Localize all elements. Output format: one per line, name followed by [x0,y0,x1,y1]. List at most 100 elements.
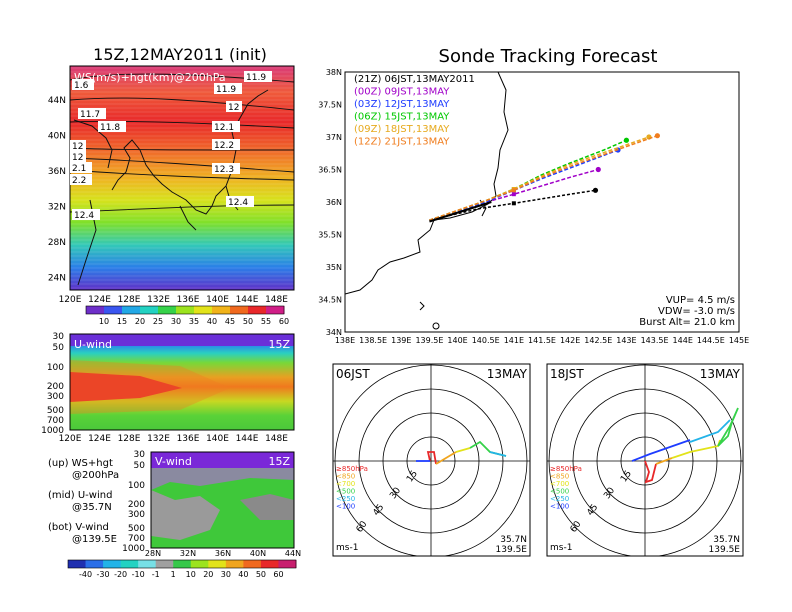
track-lon-ticks: 138E 138.5E 139E 139.5E 140E 140.5E 141E 141.5E… [335,336,749,345]
lat-tick: 35.5N [318,231,342,240]
contour-label: 12.2 [214,141,234,151]
track-end-marker [654,133,660,139]
colorbar-cell [260,560,279,568]
contour-label: 2.1 [72,164,86,174]
track-legend-item: (09Z) 18JST,13MAY [354,124,450,135]
p-tick: 700 [47,416,64,426]
lon-tick: 142.5E [584,336,612,345]
track-series [429,134,658,221]
lat-tick: 36N [326,198,342,207]
map-lon-ticks: 120E 124E 128E 132E 136E 140E 144E 148E [59,295,289,305]
colorbar-cell [85,560,104,568]
lat-tick: 34.5N [318,296,342,305]
contour-label-bg [214,83,242,94]
hodo-segment [426,451,437,465]
hodo-legend-item: <250 [550,495,569,503]
contour-label: 12.4 [228,198,248,208]
lon-tick: 145E [729,336,749,345]
hodo-legend-item: <500 [336,488,355,496]
colorbar-cell [176,306,195,314]
contour-label: 12.4 [74,211,94,221]
colorbar-label: 20 [203,570,213,579]
colorbar-label: 15 [117,317,127,326]
colorbar-label: 50 [256,570,266,579]
contour-label-bg [72,79,94,90]
contour-label: 12 [228,103,239,113]
hodo-segment [655,457,673,465]
lat-tick: 36.5N [318,166,342,175]
track-legend-item: (00Z) 09JST,13MAY [354,87,450,98]
track-series [429,139,627,221]
lon-tick: 120E [59,434,82,444]
colorbar-label: -10 [132,570,145,579]
colorbar-cell [266,306,285,314]
hodo-time: 06JST [336,367,370,381]
contour-labels: 1.611.711.811.9121212.112.212.312.412.42… [70,71,272,221]
lat-tick: 36N [215,549,231,558]
colorbar-frame [67,559,297,569]
colorbar-label: 35 [189,317,199,326]
p-tick: 50 [53,343,65,353]
colorbar-cell [140,306,159,314]
colorbar-cell [278,560,297,568]
lat-tick: 35N [326,263,342,272]
lat-tick: 38N [326,68,342,77]
map-lat-ticks: 44N 40N 36N 32N 28N 24N [48,96,66,284]
hodo-legend-item: <250 [336,495,355,503]
lon-tick: 124E [88,434,111,444]
hodo-legend-item: <700 [336,480,355,488]
colorbar-cell [243,560,262,568]
lon-tick: 144E [236,295,259,305]
raster-stripes [70,67,294,289]
lon-tick: 141E [504,336,524,345]
legend-sub: @35.7N [72,502,112,513]
hodo-legend-item: <850 [336,473,355,481]
lon-tick: 139.5E [415,336,443,345]
lat-tick: 40N [48,132,66,142]
contour-label: 12.3 [214,165,234,175]
colorbar-cell [248,306,267,314]
hodo-segment [644,460,657,484]
contour-label-bg [70,140,86,151]
contour-label: 11.8 [100,123,120,133]
lon-tick: 144.5E [697,336,725,345]
lat-tick: 44N [48,96,66,106]
colorbar-frame [85,305,285,315]
contour-label: 12 [72,153,83,163]
track-coastline [345,72,509,295]
p-tick: 1000 [122,544,145,554]
hodo-segment [717,407,739,447]
p-tick: 300 [128,510,145,520]
colorbar-label: 30 [171,317,181,326]
lon-tick: 136E [177,295,200,305]
vwind-label: V-wind [155,455,192,468]
jet-core [70,372,182,402]
lon-tick: 140E [206,295,229,305]
legend-line: (up) WS+hgt [48,458,113,469]
hodo-legend-item: ≥850hPa [336,465,368,473]
lat-tick: 32N [48,203,66,213]
ws-colorbar: 10 15 20 25 30 35 40 45 50 55 60 [85,305,289,326]
legend-line: (mid) U-wind [48,490,112,501]
uwind-lon-ticks: 120E 124E 128E 132E 136E 140E 144E 148E [59,434,289,444]
colorbar-label: 25 [153,317,163,326]
p-tick: 200 [47,382,64,392]
lat-tick: 28N [48,238,66,248]
contour-label-bg [70,162,92,173]
hodo-date: 13MAY [700,367,741,381]
lon-tick: 141.5E [528,336,556,345]
p-tick: 200 [128,500,145,510]
track-panel: 38N 37.5N 37N 36.5N 36N 35.5N 35N 34.5N 34N 138E… [318,68,749,345]
colorbar-cell [104,306,123,314]
track-param: VUP= 4.5 m/s [666,295,735,306]
contour-label: 12 [72,142,83,152]
colorbar-label: 40 [207,317,217,326]
colorbar-label: -1 [152,570,160,579]
hodo-bg [333,364,530,556]
